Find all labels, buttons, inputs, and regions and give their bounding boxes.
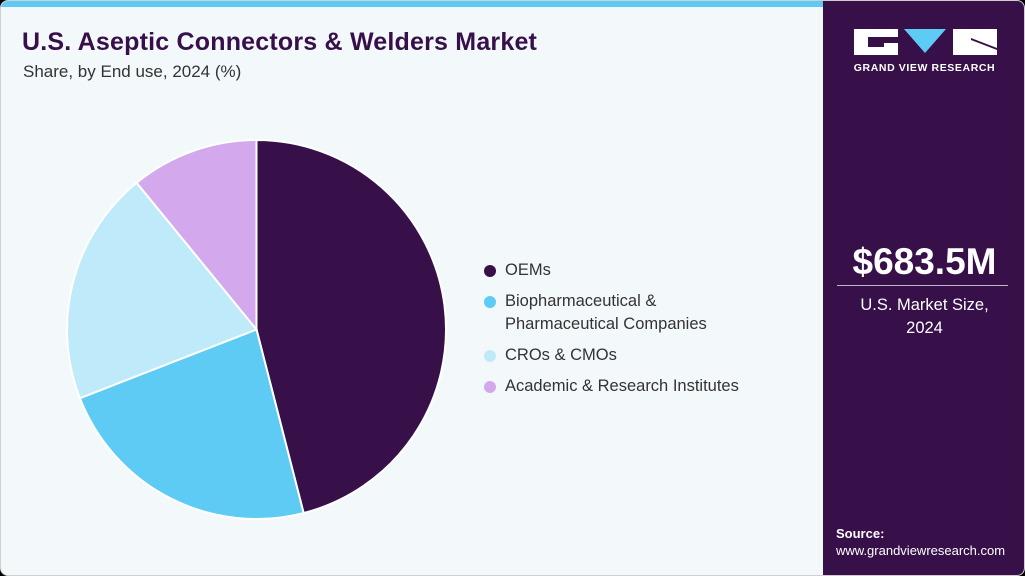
- chart-title: U.S. Aseptic Connectors & Welders Market: [22, 28, 538, 56]
- chart-subtitle: Share, by End use, 2024 (%): [23, 62, 242, 81]
- accent-bar: [1, 1, 823, 7]
- legend-item-cros-cmos: CROs & CMOs: [484, 344, 739, 367]
- legend-label: Biopharmaceutical & Pharmaceutical Compan…: [505, 292, 707, 333]
- legend-item-academic: Academic & Research Institutes: [484, 375, 739, 398]
- pie-slice-oems: [255, 138, 447, 515]
- legend-dot-icon: [484, 265, 496, 277]
- pie-chart: [66, 138, 447, 520]
- market-size-label: U.S. Market Size, 2024: [860, 296, 989, 337]
- legend-dot-icon: [484, 350, 496, 362]
- source-link[interactable]: www.grandviewresearch.com: [836, 543, 1006, 558]
- legend-label: OEMs: [505, 261, 551, 279]
- legend-dot-icon: [484, 296, 496, 308]
- legend-label: Academic & Research Institutes: [505, 377, 739, 395]
- grand-view-research-logo-icon: [854, 29, 997, 55]
- legend-item-oems: OEMs: [484, 259, 739, 282]
- logo-text: GRAND VIEW RESEARCH: [853, 62, 996, 74]
- market-size-value: $683.5M: [852, 241, 997, 282]
- legend-label: CROs & CMOs: [505, 346, 617, 364]
- divider: [837, 285, 1008, 286]
- source-label: Source:: [836, 526, 885, 541]
- pie-slice-academic: [135, 138, 258, 333]
- pie-slice-cros-cmos: [66, 181, 259, 400]
- side-panel: GRAND VIEW RESEARCH $683.5M U.S. Market …: [823, 1, 1024, 575]
- legend-dot-icon: [484, 381, 496, 393]
- legend-item-biopharma: Biopharmaceutical & Pharmaceutical Compan…: [484, 290, 739, 336]
- legend: OEMs Biopharmaceutical & Pharmaceutical C…: [484, 259, 739, 406]
